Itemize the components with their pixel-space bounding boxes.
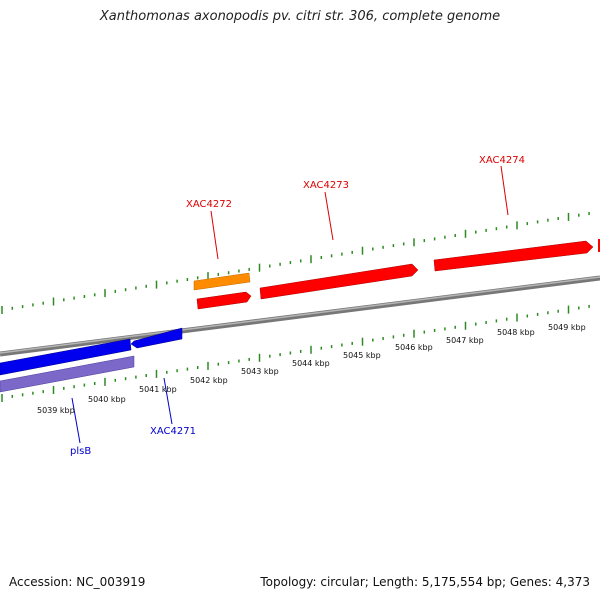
outer-tick-track <box>1 212 590 314</box>
genome-backbone <box>0 275 600 357</box>
leader-xac4272 <box>210 210 219 260</box>
kbp-label: 5044 kbp <box>292 359 330 368</box>
kbp-label: 5039 kbp <box>37 406 75 415</box>
leader-plsb <box>71 397 81 444</box>
gene-arrow-xac4273[interactable] <box>259 263 419 300</box>
kbp-label: 5046 kbp <box>395 343 433 352</box>
gene-arrow-xac4274[interactable] <box>433 240 594 272</box>
gene-arrow-plsb[interactable] <box>0 338 132 376</box>
gene-label-xac4272[interactable]: XAC4272 <box>186 199 232 210</box>
gene-arrow-xac4272[interactable] <box>196 291 252 310</box>
gene-label-xac4273[interactable]: XAC4273 <box>303 180 349 191</box>
leader-xac4273 <box>324 191 334 241</box>
gene-label-xac4274[interactable]: XAC4274 <box>479 155 525 166</box>
genome-backbone-highlight <box>0 276 600 354</box>
leader-xac4274 <box>500 165 509 216</box>
cds-orange-feature[interactable] <box>193 272 251 291</box>
kbp-label: 5043 kbp <box>241 367 279 376</box>
kbp-label: 5041 kbp <box>139 385 177 394</box>
leader-xac4271 <box>163 377 173 425</box>
genome-title: Xanthomonas axonopodis pv. citri str. 30… <box>99 9 501 24</box>
accession-label: Accession: NC_003919 <box>9 575 146 589</box>
gene-label-plsb[interactable]: plsB <box>70 446 91 457</box>
kbp-label: 5047 kbp <box>446 336 484 345</box>
kbp-label-track: 5039 kbp 5040 kbp 5041 kbp 5042 kbp 5043… <box>37 323 586 415</box>
kbp-label: 5048 kbp <box>497 328 535 337</box>
gene-label-xac4271[interactable]: XAC4271 <box>150 426 196 437</box>
kbp-label: 5040 kbp <box>88 395 126 404</box>
kbp-label: 5045 kbp <box>343 351 381 360</box>
inner-tick-track <box>1 304 590 402</box>
topology-label: Topology: circular; Length: 5,175,554 bp… <box>260 575 590 589</box>
purple-feature[interactable] <box>0 355 135 393</box>
kbp-label: 5042 kbp <box>190 376 228 385</box>
kbp-label: 5049 kbp <box>548 323 586 332</box>
gene-arrow-xac4271[interactable] <box>130 327 183 349</box>
